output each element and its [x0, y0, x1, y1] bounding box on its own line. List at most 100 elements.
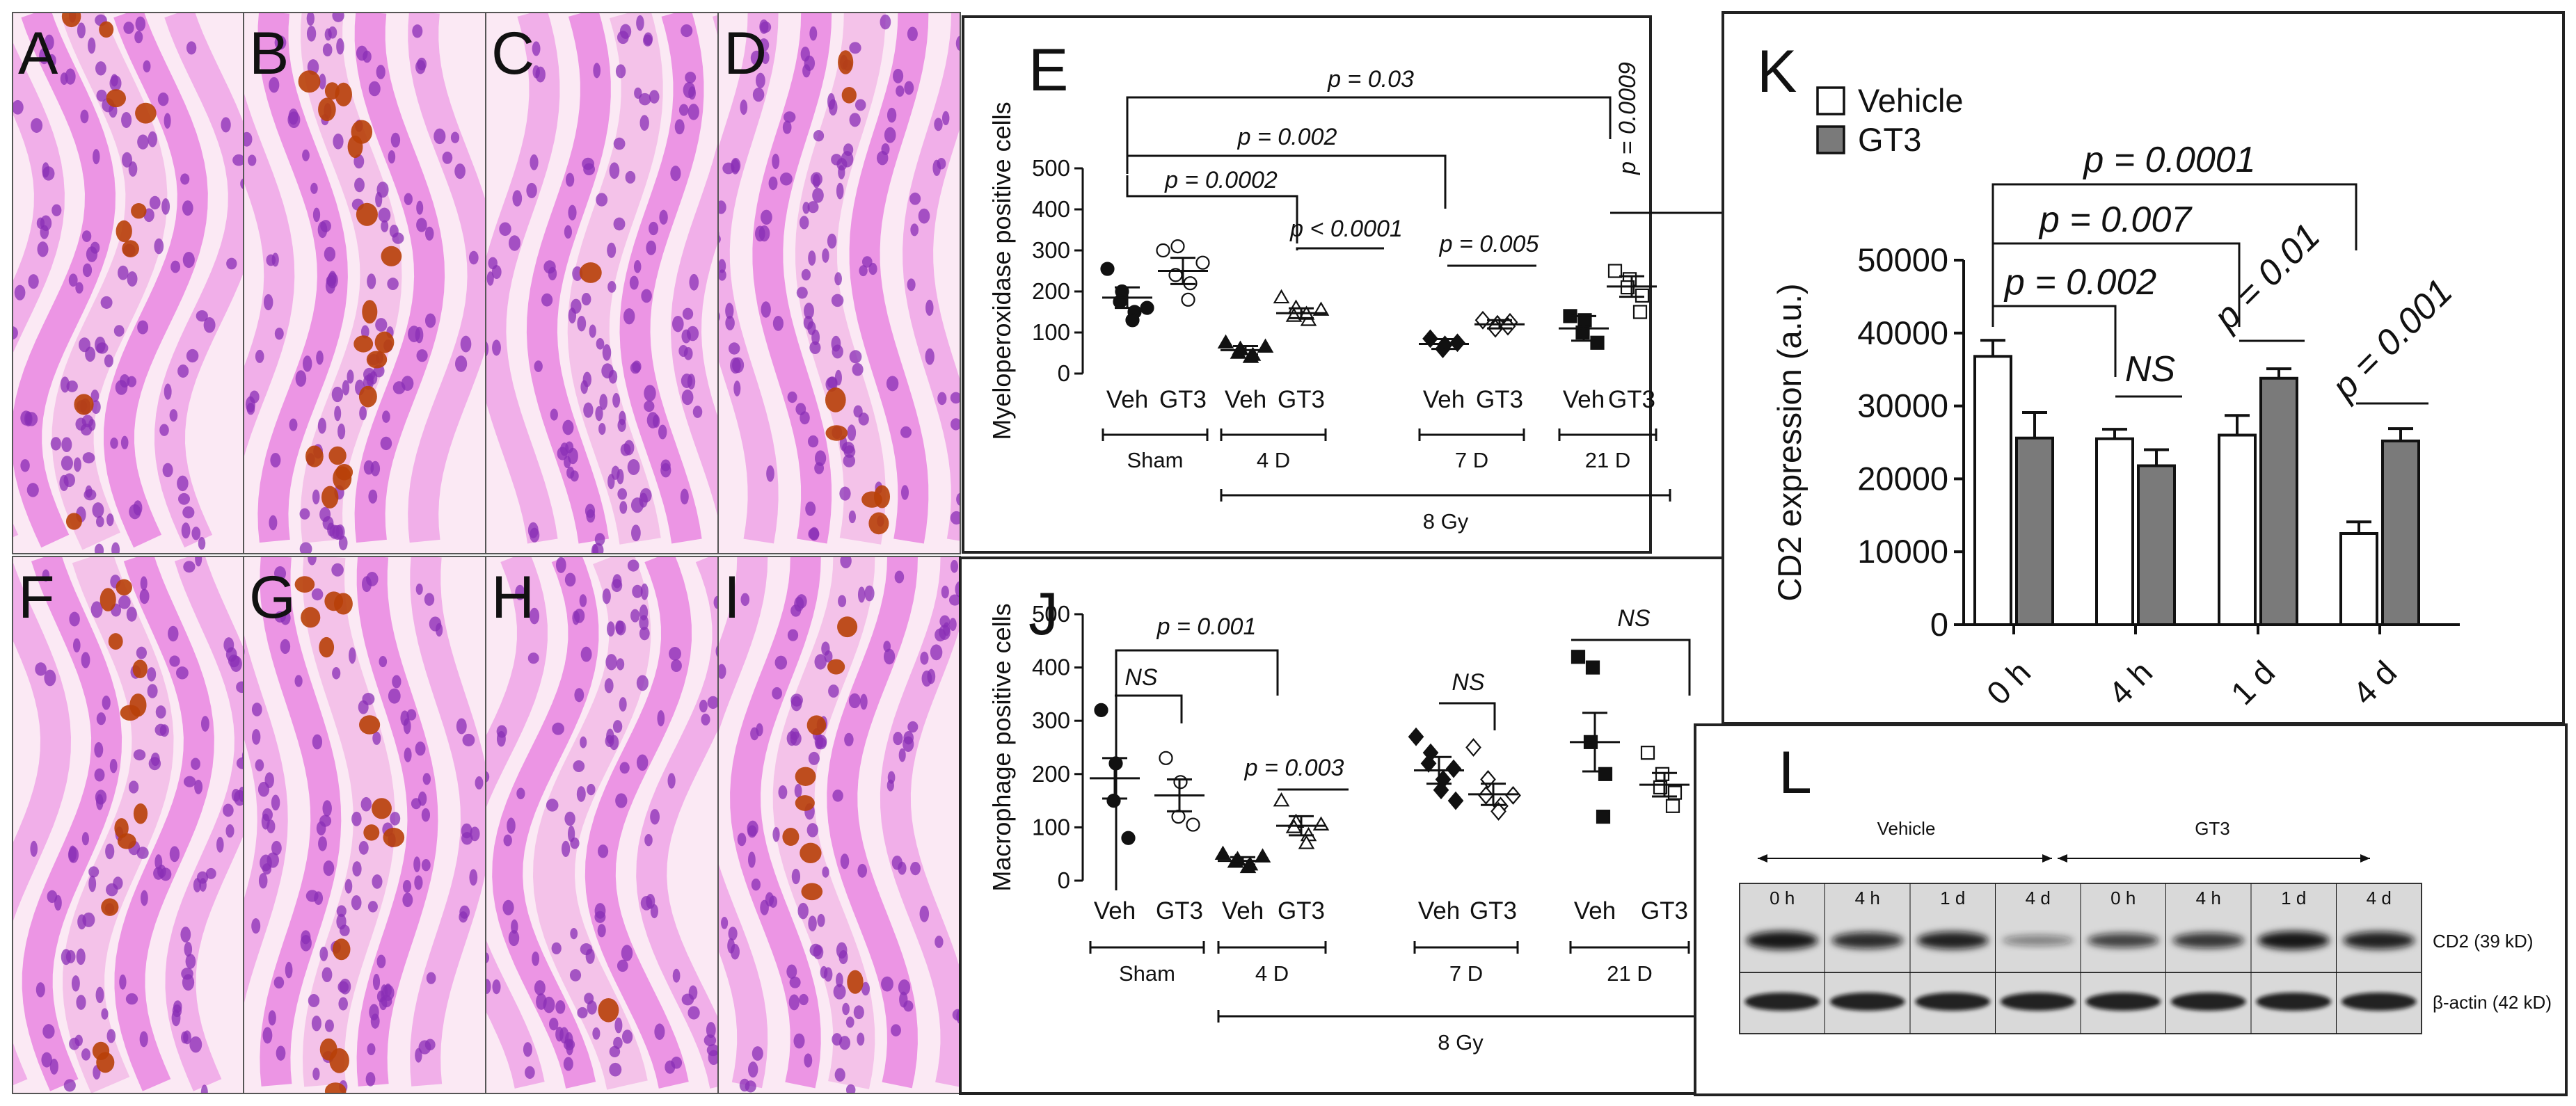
nucleus — [105, 843, 115, 860]
nucleus — [232, 154, 244, 166]
nucleus — [496, 730, 506, 747]
nucleus — [672, 968, 681, 983]
nucleus — [376, 954, 386, 968]
nucleus — [320, 220, 331, 232]
lane-label: 4 h — [2196, 888, 2221, 908]
nucleus — [937, 392, 947, 406]
nucleus — [475, 776, 484, 790]
significance-bracket — [1991, 305, 2117, 377]
nucleus — [607, 281, 617, 293]
micrograph-c: C — [485, 12, 719, 554]
nucleus — [162, 463, 173, 478]
nucleus — [534, 360, 543, 372]
nucleus — [148, 131, 157, 147]
nucleus — [312, 207, 321, 223]
nucleus — [640, 583, 649, 600]
positive-cell — [294, 576, 315, 593]
nucleus — [159, 424, 169, 436]
nucleus — [619, 762, 630, 774]
nucleus — [583, 163, 596, 176]
nucleus — [886, 376, 899, 392]
lane-label: 1 d — [1940, 888, 1965, 908]
nucleus — [681, 993, 694, 1006]
nucleus — [740, 99, 748, 115]
nucleus — [183, 776, 196, 787]
nucleus — [834, 1068, 845, 1082]
micrograph-f: F — [0, 556, 244, 1094]
bar-gt3 — [2015, 436, 2054, 626]
nucleus — [492, 339, 501, 356]
data-point-square — [1665, 799, 1680, 813]
nucleus — [90, 241, 100, 254]
nucleus — [186, 348, 199, 363]
nucleus — [72, 638, 81, 652]
cd2-band — [1831, 932, 1904, 949]
nucleus — [523, 1042, 532, 1057]
nucleus — [81, 1048, 91, 1061]
significance-bracket — [1991, 242, 2241, 327]
y-tick-label: 0 — [1058, 867, 1070, 893]
nucleus — [896, 85, 905, 97]
nucleus — [0, 1055, 6, 1067]
nucleus — [196, 310, 208, 322]
cd2-band — [2172, 932, 2245, 949]
panel-j: J 0 100 200 300 400 500 Macrophage positive ce… — [959, 556, 1734, 1095]
nucleus — [327, 522, 335, 537]
nucleus — [653, 415, 660, 428]
nucleus — [900, 485, 909, 500]
positive-cell — [806, 715, 827, 735]
nucleus — [636, 675, 649, 691]
nucleus — [3, 876, 13, 891]
nucleus — [860, 694, 868, 710]
nucleus — [725, 303, 734, 319]
nucleus — [594, 911, 606, 923]
positive-cell — [868, 512, 889, 535]
nucleus — [65, 949, 76, 963]
nucleus — [761, 209, 772, 225]
group-label: Sham — [1127, 448, 1184, 472]
nucleus — [380, 436, 392, 451]
nucleus — [788, 994, 800, 1011]
nucleus — [111, 74, 118, 87]
nucleus — [935, 936, 944, 948]
nucleus — [255, 349, 264, 363]
nucleus — [804, 1053, 813, 1068]
nucleus — [834, 369, 842, 386]
nucleus — [200, 1084, 208, 1093]
nucleus — [806, 823, 818, 837]
nucleus — [793, 1033, 805, 1049]
nucleus — [802, 202, 810, 214]
nucleus — [907, 721, 919, 733]
nucleus — [774, 655, 788, 670]
legend-swatch — [1816, 86, 1845, 115]
positive-cell — [381, 246, 402, 266]
nucleus — [82, 452, 95, 464]
nucleus — [555, 556, 566, 573]
nucleus — [299, 508, 310, 520]
nucleus — [382, 410, 390, 423]
nucleus — [263, 294, 273, 311]
micrograph-border — [717, 12, 961, 554]
nucleus — [527, 652, 539, 664]
nucleus — [910, 223, 919, 237]
nucleus — [125, 993, 138, 1005]
nucleus — [251, 703, 262, 716]
nucleus — [421, 859, 431, 872]
nucleus — [849, 350, 862, 364]
nucleus — [532, 951, 540, 966]
nucleus — [814, 450, 827, 467]
nucleus — [267, 852, 279, 868]
nucleus — [460, 335, 472, 353]
nucleus — [594, 533, 605, 546]
nucleus — [349, 647, 356, 664]
nucleus — [280, 639, 291, 655]
nucleus — [808, 751, 820, 765]
nucleus — [620, 443, 631, 456]
panel-label-l: L — [1779, 739, 1812, 806]
positive-cell — [366, 351, 388, 369]
nucleus — [786, 964, 797, 979]
micrograph-i: I — [717, 556, 961, 1094]
nucleus — [918, 208, 930, 224]
nucleus — [838, 949, 848, 965]
nucleus — [310, 182, 318, 194]
